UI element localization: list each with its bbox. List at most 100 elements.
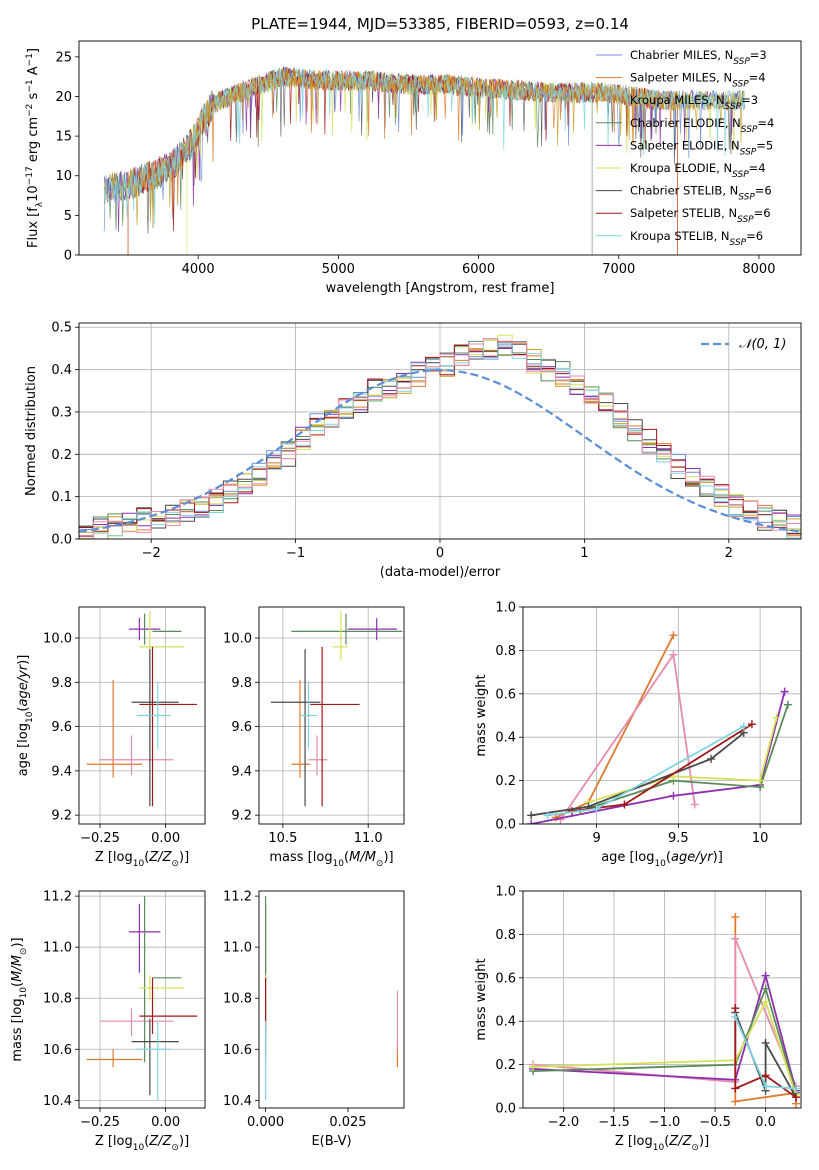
weight-marker [761,984,770,993]
label-part: Z/Z [148,1134,172,1149]
label-part: Flux [f [26,207,41,248]
error-point [144,613,182,645]
y-tick-label: 0.3 [51,405,72,420]
x-tick-label: −2 [142,546,161,561]
label-part: ( [144,850,149,865]
label-part: age [log [16,723,31,776]
label-part: mass [log [269,850,332,865]
y-tick-label: 10.6 [43,1043,72,1058]
legend-entry: Chabrier MILES, NSSP=3 [630,48,767,67]
label-part: SSP [732,80,749,90]
label-part: SSP [725,102,742,112]
plot-area [529,913,800,1108]
plot-area [86,896,198,1101]
label-part: ⊙ [691,1143,699,1153]
y-tick-label: 9.8 [231,676,252,691]
x-tick-label: 5000 [322,262,355,277]
label-part: ( [664,1134,669,1149]
weight-marker [731,913,740,922]
error-point [270,649,321,807]
weight-line [579,704,789,812]
label-part: −17 [25,166,35,185]
weight-marker [556,815,565,824]
weight-marker [747,720,756,729]
axes-frame [258,890,405,1109]
label-part: Z/Z [668,1134,692,1149]
axes-frame [78,322,802,540]
x-tick-label: 8000 [742,262,775,277]
y-tick-label: 9.6 [231,720,252,735]
weight-marker [761,997,770,1006]
label-part: −1 [25,53,35,66]
error-point [310,646,360,807]
label-part: =3 [741,93,758,107]
label-part: ( [666,850,671,865]
label-part: SSP [730,238,747,248]
y-tick-label: 0.6 [495,687,516,702]
label-part: 10 [654,859,666,869]
y-axis-label: Flux [fλ10−17 erg cm−2 s−1 A−1] [25,48,45,248]
weight-marker [731,1084,740,1093]
error-point [136,1021,171,1101]
label-part: Chabrier ELODIE, N [630,116,741,130]
label-part: ] [26,48,41,53]
y-tick-label: 0.4 [495,1015,516,1030]
axes-frame [522,890,802,1109]
y-axis-label: mass [log10(M/M⊙)] [10,937,29,1061]
x-axis-label: wavelength [Angstrom, rest frame] [326,281,555,296]
y-tick-label: 0.4 [51,363,72,378]
label-part: age [log [601,850,654,865]
label-part: =5 [756,138,773,152]
label-part: Chabrier STELIB, N [630,184,738,198]
y-axis-label: age [log10(age/yr)] [16,655,35,777]
y-tick-label: 0.5 [51,321,72,336]
figure-title: PLATE=1944, MJD=53385, FIBERID=0593, z=0… [251,15,629,33]
label-part: =3 [750,48,767,62]
axes-frame [78,40,802,256]
label-part: 10 [133,859,145,869]
x-axis-label: E(B-V) [311,1134,351,1149]
weight-marker [791,1093,800,1102]
y-tick-label: 11.0 [43,941,72,956]
plot-area [79,334,801,539]
weight-marker [731,934,740,943]
label-part: −2 [25,104,35,117]
error-point [136,682,171,749]
label-part: Z [log [95,850,133,865]
gaussian-curve [79,368,801,533]
axes-frame [78,890,206,1109]
weight-marker [731,1097,740,1106]
y-tick-label: 5 [64,209,72,224]
x-tick-label: 4000 [182,262,215,277]
label-part: −1 [25,79,35,92]
histogram-step [79,338,801,539]
plot-area [86,611,198,807]
y-tick-label: 9.2 [51,809,72,824]
weight-marker [739,722,748,731]
x-tick-label: −0.25 [80,1115,120,1130]
x-tick-label: 0.025 [329,1115,366,1130]
x-tick-label: 6000 [462,262,495,277]
residuals-panel: −2 −1 0 1 2 0.0 0.1 0.2 0.3 0.4 0.5 (data-model)/er… [24,321,802,580]
label-part: M/M [349,850,376,865]
weight-marker [731,1012,740,1021]
y-axis-label: Normed distribution [24,366,39,496]
label-part: =4 [749,161,766,175]
axes-frame [522,606,802,825]
plot-area [527,631,792,824]
y-tick-label: 0.0 [51,533,72,548]
mass_vs_EBV-panel: 0.000 0.025 10.4 10.6 10.8 11.0 11.2 E(B-V) [223,890,405,1149]
legend-entry: Salpeter ELODIE, NSSP=5 [630,138,773,157]
error-point [100,735,174,776]
error-point [144,896,182,1063]
error-point [332,611,348,661]
label-part: =6 [746,229,763,243]
error-point [299,682,317,749]
y-tick-label: 0.4 [495,731,516,746]
label-part: ( [144,1134,149,1149]
label-part: A [26,66,41,79]
x-axis-label: (data-model)/error [380,565,501,580]
x-tick-label: 0.00 [151,1115,180,1130]
label-part: 10 [26,185,41,202]
